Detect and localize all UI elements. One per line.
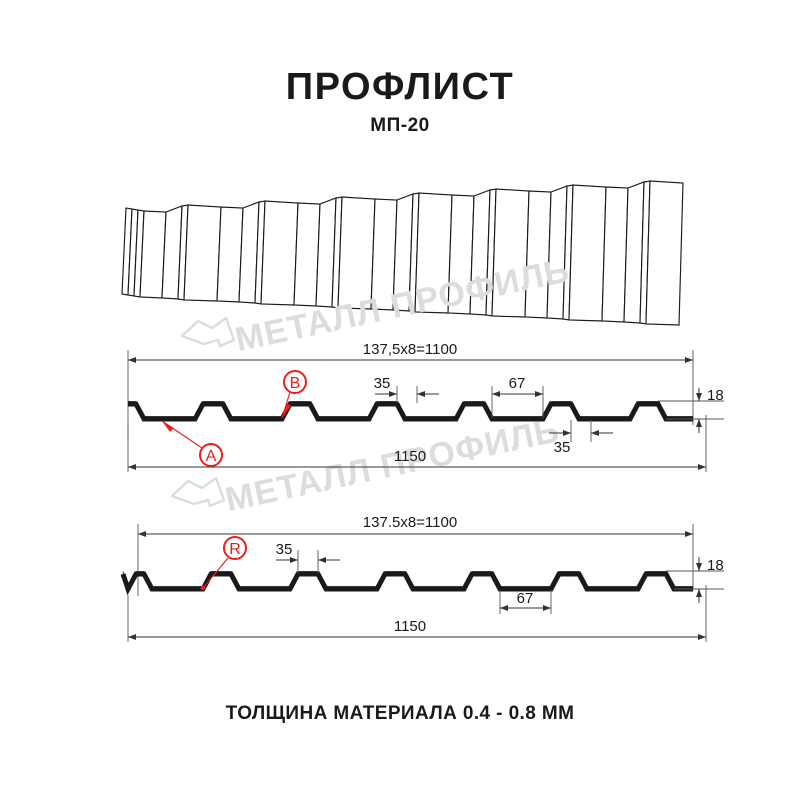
dim-18-group: 18 [658, 387, 724, 433]
iso-rib-1 [139, 204, 222, 302]
iso-rib-4 [370, 192, 453, 314]
profile-diagram-a-b: 137,5x8=1100 1150 35 [110, 330, 730, 495]
iso-rib-3 [293, 196, 376, 310]
dim-67-group: 67 [499, 590, 552, 614]
profile-diagram-r: 137.5x8=1100 1150 35 [110, 500, 730, 665]
dim-bottom-label: 1150 [394, 448, 426, 465]
dim-18-label: 18 [707, 557, 724, 574]
dim-top-label: 137.5x8=1100 [363, 514, 457, 531]
marker-b-label: B [290, 375, 301, 392]
dim-18-group: 18 [666, 557, 724, 603]
dim-18-label: 18 [707, 387, 724, 404]
marker-r-label: R [229, 541, 241, 558]
material-thickness-note: ТОЛЩИНА МАТЕРИАЛА 0.4 - 0.8 ММ [225, 703, 575, 724]
dim-35-label: 35 [276, 541, 293, 558]
page-subtitle: МП-20 [370, 115, 430, 136]
iso-rib-6 [524, 184, 607, 322]
iso-rib-5 [447, 188, 530, 318]
marker-a-label: A [206, 448, 217, 465]
dim-35-top-group: 35 [374, 375, 439, 403]
dim-67-label: 67 [517, 590, 534, 607]
marker-a: A [161, 420, 223, 467]
dim-67-label: 67 [509, 375, 526, 392]
iso-rib-2 [216, 200, 299, 306]
dim-bottom-label: 1150 [394, 618, 426, 635]
page-title: ПРОФЛИСТ [285, 66, 515, 108]
isometric-view [118, 180, 688, 326]
dim-top-label: 137,5x8=1100 [363, 341, 457, 358]
dim-67-group: 67 [491, 375, 544, 418]
profile-outline [128, 401, 693, 422]
dim-35-bottom-label: 35 [554, 439, 571, 456]
marker-r: R [200, 536, 247, 591]
dim-35-top-label: 35 [374, 375, 391, 392]
marker-b: B [281, 370, 307, 419]
dim-35-group: 35 [276, 541, 340, 573]
profile-outline [120, 571, 693, 596]
dim-35-bottom-group: 35 [549, 420, 613, 456]
iso-rib-7 [601, 180, 684, 326]
